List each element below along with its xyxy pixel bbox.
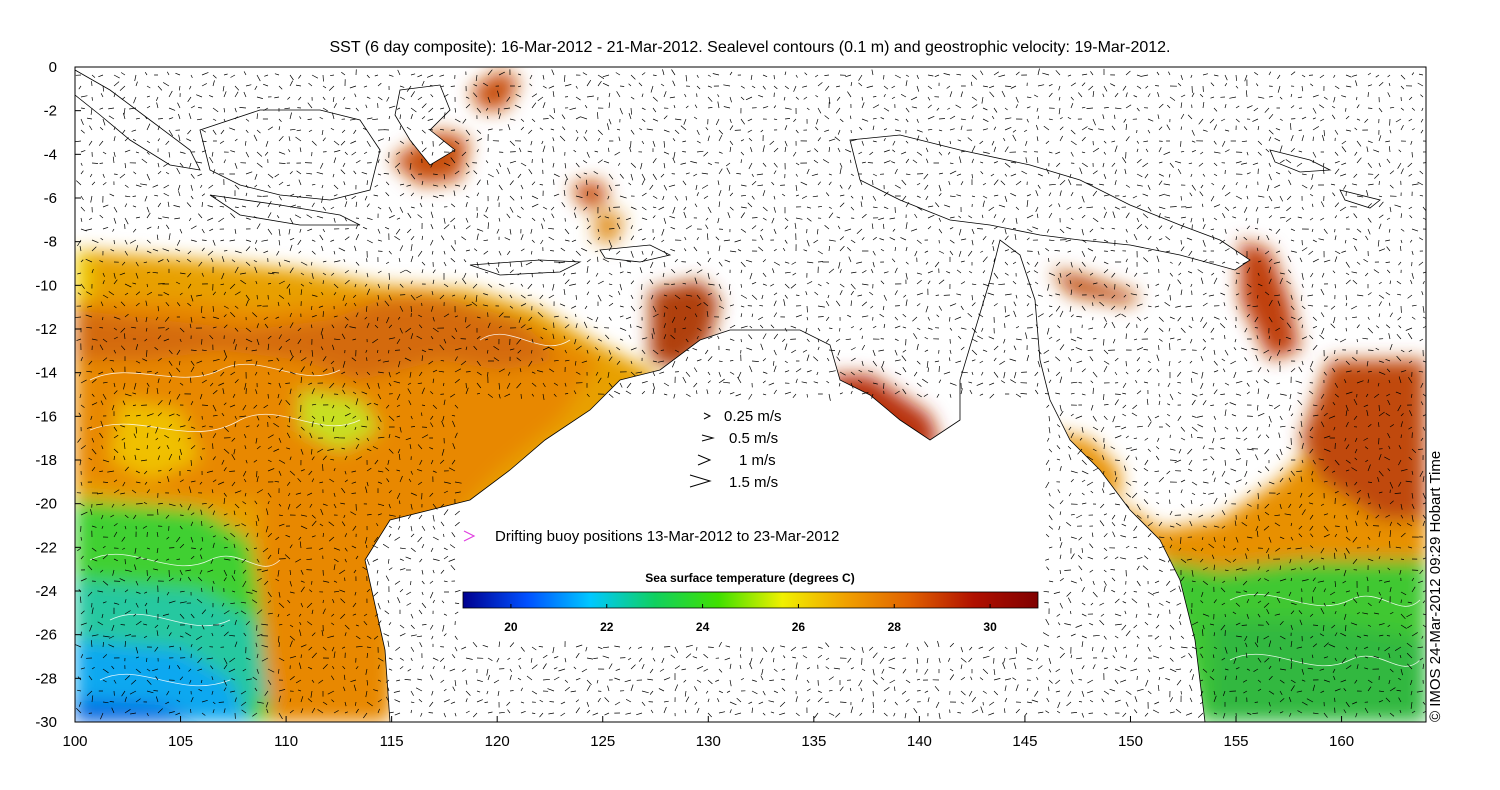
- velocity-legend-item: 1.5 m/s: [689, 474, 778, 491]
- velocity-legend-label: 1 m/s: [739, 452, 776, 469]
- y-tick-label: -2: [44, 103, 57, 120]
- velocity-legend-label: 1.5 m/s: [729, 474, 778, 491]
- colorbar-tick-label: 28: [888, 620, 902, 634]
- sealevel-contours: [89, 333, 1421, 687]
- y-tick-label: -16: [35, 408, 57, 425]
- y-tick-label: -26: [35, 627, 57, 644]
- map-frame: [74, 66, 1427, 723]
- y-tick-label: -14: [35, 365, 57, 382]
- y-tick-label: -18: [35, 452, 57, 469]
- x-tick-label: 150: [1118, 733, 1143, 750]
- velocity-vectors: [75, 68, 1426, 720]
- colorbar-ticks: 20 22 24 26 28 30: [504, 604, 997, 634]
- y-tick-label: 0: [49, 59, 57, 76]
- velocity-legend-label: 0.5 m/s: [729, 430, 778, 447]
- colorbar-tick-label: 26: [792, 620, 806, 634]
- buoy-legend-label: Drifting buoy positions 13-Mar-2012 to 2…: [495, 528, 839, 545]
- x-tick-label: 105: [168, 733, 193, 750]
- colorbar-tick-label: 22: [600, 620, 614, 634]
- x-tick-label: 130: [696, 733, 721, 750]
- y-tick-label: -10: [35, 277, 57, 294]
- velocity-legend-label: 0.25 m/s: [724, 408, 782, 425]
- map-title: SST (6 day composite): 16-Mar-2012 - 21-…: [330, 39, 1171, 56]
- colorbar-tick-label: 20: [504, 620, 518, 634]
- x-tick-label: 155: [1224, 733, 1249, 750]
- x-tick-label: 125: [590, 733, 615, 750]
- x-tick-label: 120: [485, 733, 510, 750]
- velocity-legend-item: 1 m/s: [697, 452, 776, 469]
- arrow-100-icon: [697, 454, 712, 466]
- y-tick-label: -8: [44, 234, 57, 251]
- velocity-legend-item: 0.25 m/s: [703, 408, 782, 425]
- buoy-legend: Drifting buoy positions 13-Mar-2012 to 2…: [463, 528, 839, 545]
- y-tick-label: -20: [35, 496, 57, 513]
- x-tick-label: 140: [907, 733, 932, 750]
- buoy-marker-icon: [463, 530, 476, 542]
- y-tick-label: -30: [35, 714, 57, 731]
- y-tick-label: -22: [35, 539, 57, 556]
- x-tick-label: 135: [801, 733, 826, 750]
- y-axis-ticks: 0 -2 -4 -6 -8 -10 -12 -14 -16 -18 -20 -22 -24 -26 -28 -…: [35, 59, 81, 731]
- y-tick-label: -4: [44, 146, 57, 163]
- y-tick-label: -12: [35, 321, 57, 338]
- y-tick-label: -24: [35, 583, 57, 600]
- velocity-legend-item: 0.5 m/s: [701, 430, 778, 447]
- x-tick-label: 115: [380, 733, 404, 750]
- colorbar-tick-label: 24: [696, 620, 710, 634]
- velocity-legend: 0.25 m/s 0.5 m/s 1 m/s 1.5 m/s: [689, 408, 782, 491]
- x-axis-ticks: 100 105 110 115 120 125 130 135 140 145 150 155 160: [62, 716, 1354, 750]
- y-tick-label: -28: [35, 670, 57, 687]
- x-tick-label: 145: [1012, 733, 1037, 750]
- colorbar-gradient: [462, 591, 1039, 609]
- sst-field: [75, 70, 1426, 722]
- colorbar-label: Sea surface temperature (degrees C): [645, 571, 854, 585]
- arrow-150-icon: [689, 474, 712, 488]
- sst-colorbar: Sea surface temperature (degrees C) 20 22…: [462, 571, 1039, 634]
- x-tick-label: 110: [274, 733, 298, 750]
- credit-text: © IMOS 24-Mar-2012 09:29 Hobart Time: [1427, 451, 1444, 722]
- x-tick-label: 100: [62, 733, 87, 750]
- colorbar-tick-label: 30: [983, 620, 997, 634]
- y-tick-label: -6: [44, 190, 57, 207]
- map-area: [75, 67, 1426, 722]
- arrow-025-icon: [703, 412, 712, 420]
- vector-field-arrows: [75, 68, 1426, 720]
- x-tick-label: 160: [1329, 733, 1354, 750]
- arrow-050-icon: [701, 434, 715, 442]
